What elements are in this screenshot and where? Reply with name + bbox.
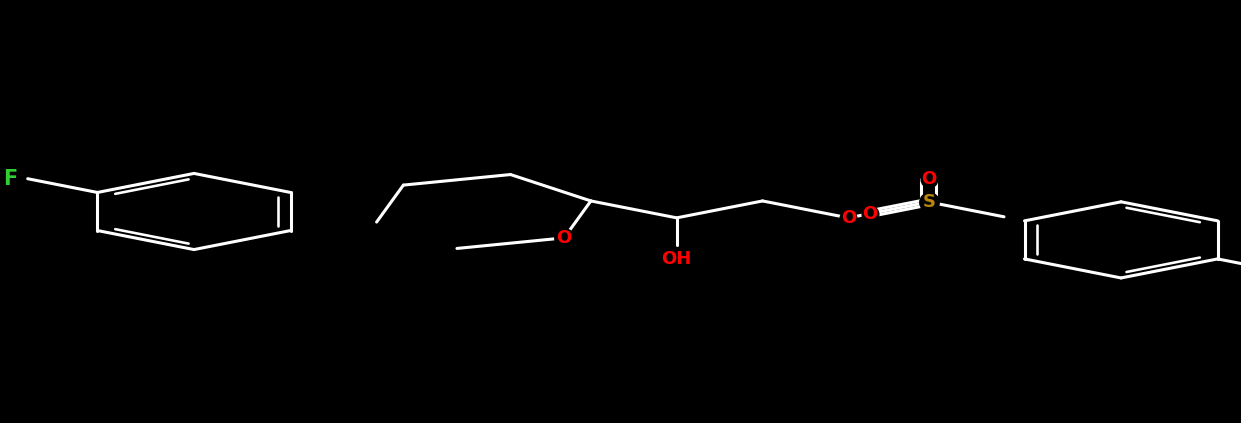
Text: OH: OH: [661, 250, 691, 268]
Text: O: O: [556, 229, 572, 247]
Text: O: O: [841, 209, 856, 227]
Text: F: F: [4, 169, 17, 189]
Text: O: O: [921, 170, 937, 188]
Text: O: O: [862, 205, 877, 222]
Text: S: S: [922, 193, 936, 211]
